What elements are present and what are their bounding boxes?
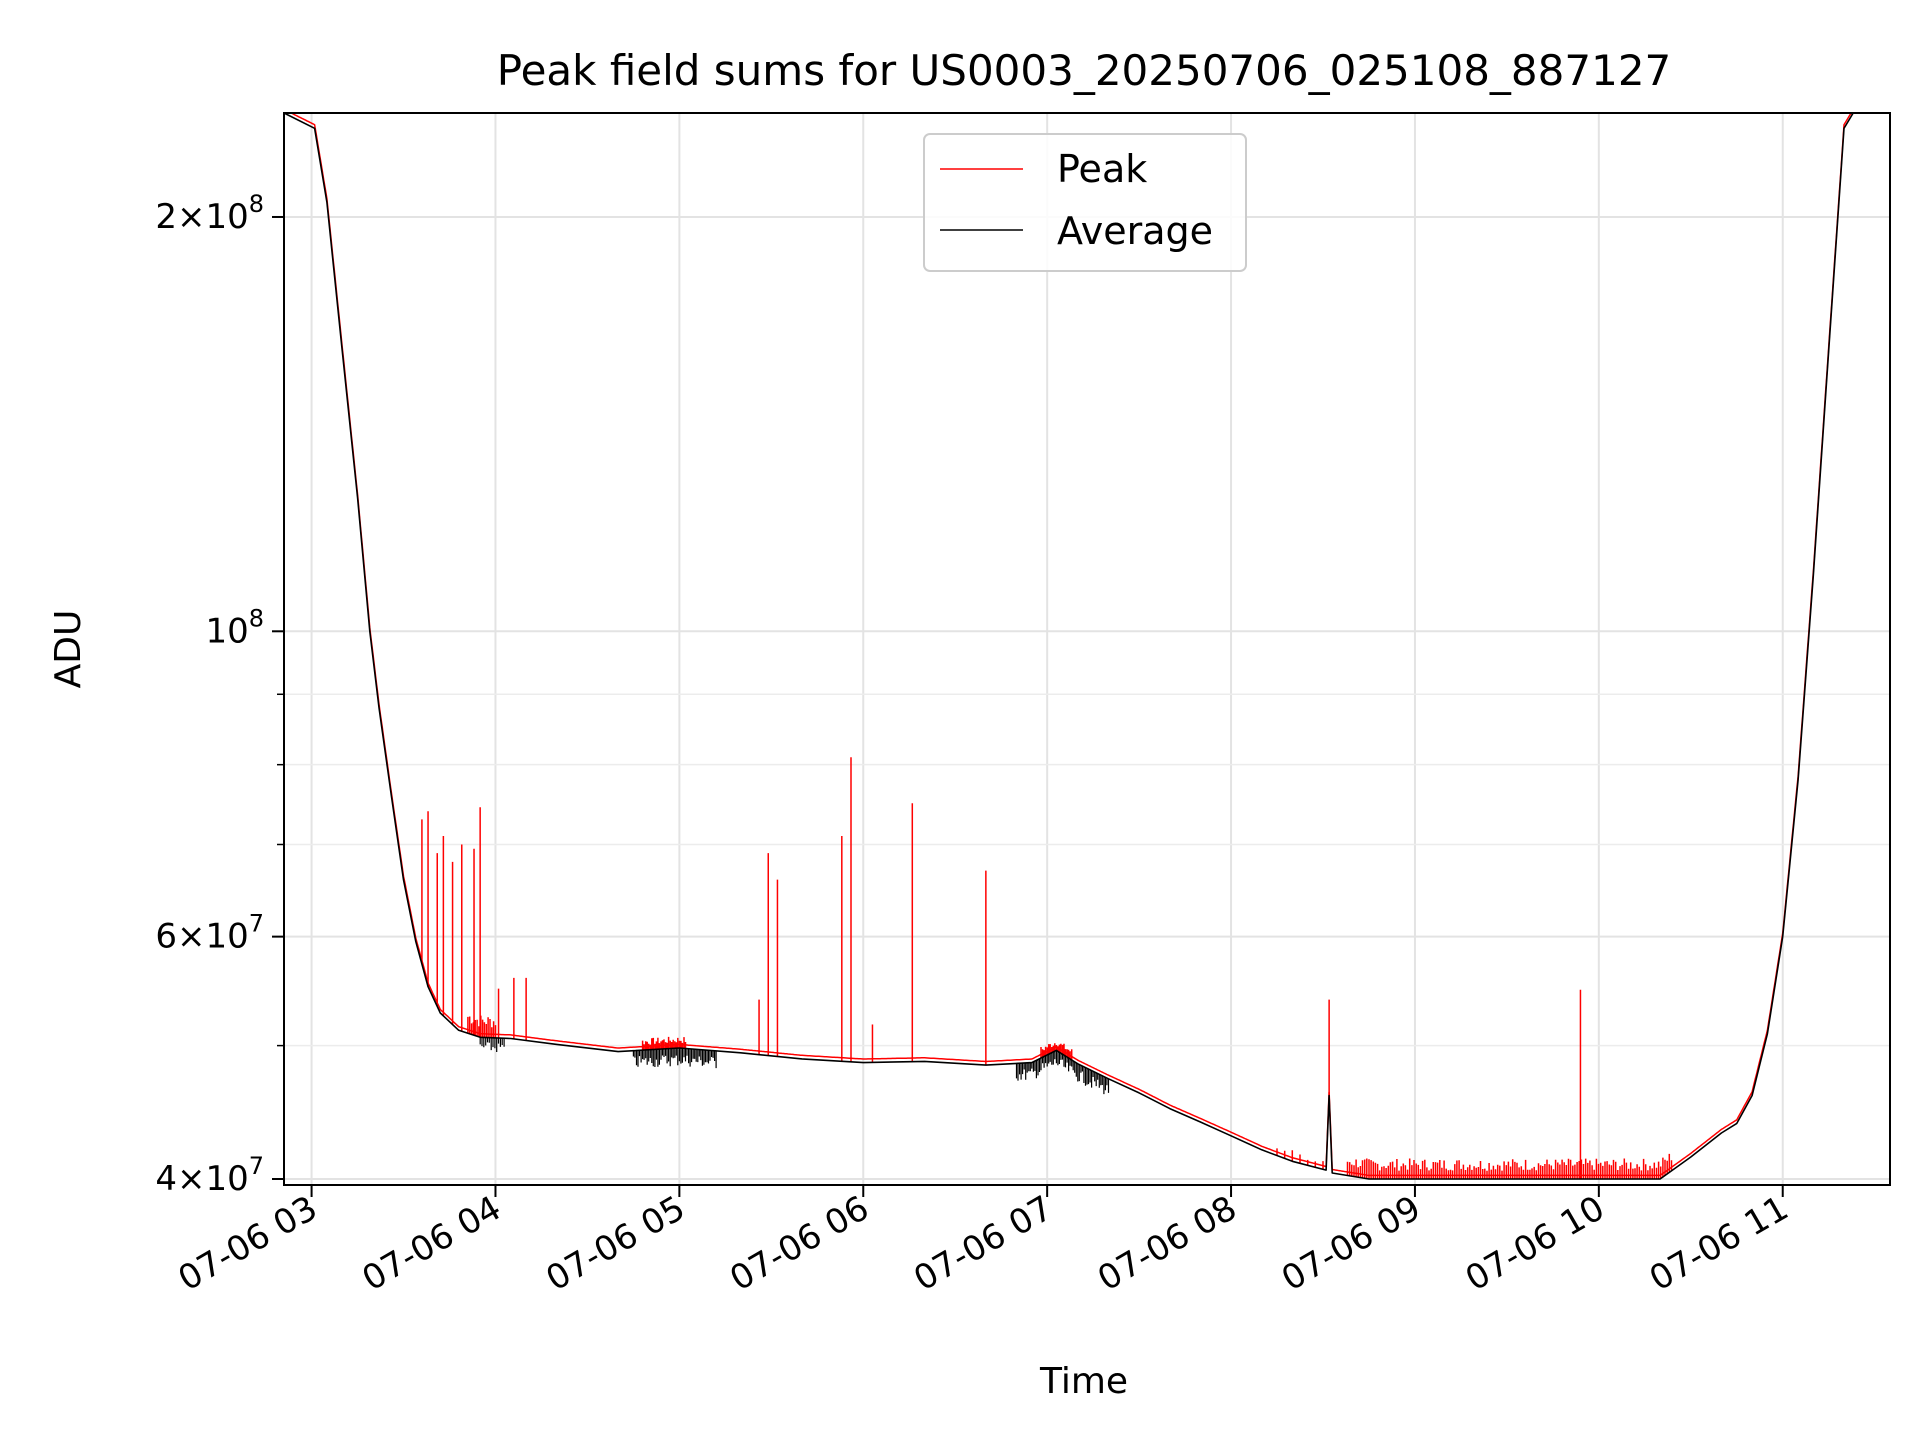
chart-title: Peak field sums for US0003_20250706_0251… [497, 46, 1672, 95]
legend-peak-label: Peak [1057, 147, 1147, 191]
x-tick-label: 07-06 07 [907, 1188, 1059, 1299]
legend: Peak Average [923, 133, 1247, 272]
series-average [283, 112, 1890, 1180]
y-tick-label: 4×107 [155, 1152, 264, 1199]
plot-background [284, 113, 1890, 1185]
x-tick-label: 07-06 11 [1643, 1188, 1795, 1299]
x-tick-label: 07-06 06 [723, 1188, 875, 1299]
x-tick-label: 07-06 04 [356, 1188, 508, 1299]
y-tick-label: 2×108 [155, 190, 264, 237]
x-tick-label: 07-06 05 [539, 1188, 691, 1299]
legend-average-label: Average [1057, 209, 1213, 253]
y-axis-label: ADU [48, 610, 89, 689]
x-tick-label: 07-06 09 [1275, 1188, 1427, 1299]
y-axis: 4×107 6×107 108 2×108 [155, 190, 284, 1199]
plot-frame [283, 112, 1891, 1186]
y-tick-label: 108 [205, 604, 264, 651]
x-tick-label: 07-06 08 [1091, 1188, 1243, 1299]
x-axis: 07-06 03 07-06 04 07-06 05 07-06 06 07-06 07… [172, 1185, 1795, 1299]
peak-noise [467, 1015, 1673, 1179]
average-noise [479, 1037, 1110, 1095]
x-tick-label: 07-06 10 [1459, 1188, 1611, 1299]
x-tick-label: 07-06 03 [172, 1188, 324, 1299]
x-axis-label: Time [1039, 1361, 1128, 1402]
series-peak [284, 112, 1890, 1179]
y-tick-label: 6×107 [155, 910, 264, 957]
